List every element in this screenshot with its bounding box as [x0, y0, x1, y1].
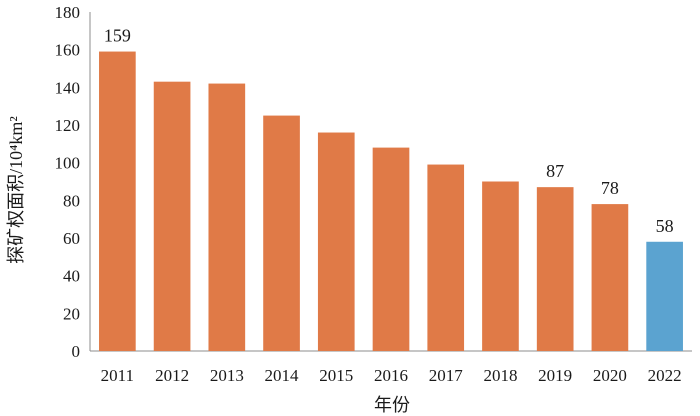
- x-tick-label: 2017: [429, 366, 464, 385]
- x-tick-label: 2016: [374, 366, 408, 385]
- y-tick-label: 60: [63, 229, 80, 248]
- data-label-2019: 87: [546, 161, 564, 181]
- bar-2012: [153, 81, 191, 351]
- bar-2020: [591, 204, 629, 351]
- x-tick-label: 2012: [155, 366, 189, 385]
- data-labels: 159 87 78 58: [104, 26, 674, 236]
- data-label-2022: 58: [656, 216, 674, 236]
- bar-2015: [317, 132, 355, 351]
- y-tick-label: 20: [63, 304, 80, 323]
- x-tick-label: 2015: [319, 366, 353, 385]
- y-tick-labels: 0 20 40 60 80 100 120 140 160 180: [55, 3, 81, 361]
- y-tick-label: 100: [55, 154, 81, 173]
- bar-2016: [372, 147, 410, 351]
- y-axis-title: 探矿权面积/10⁴km²: [6, 116, 26, 264]
- y-tick-label: 80: [63, 191, 80, 210]
- x-tick-label: 2013: [210, 366, 244, 385]
- y-tick-label: 180: [55, 3, 81, 22]
- x-tick-label: 2018: [483, 366, 517, 385]
- bar-2017: [427, 164, 465, 351]
- x-tick-label: 2020: [593, 366, 627, 385]
- bar-2014: [263, 115, 300, 351]
- y-tick-label: 0: [72, 342, 81, 361]
- y-tick-label: 40: [63, 267, 80, 286]
- bar-2013: [208, 83, 246, 352]
- x-axis-title: 年份: [374, 395, 410, 415]
- bar-2011: [99, 51, 136, 352]
- x-tick-labels: 2011 2012 2013 2014 2015 2016 2017 2018 2019 2020…: [101, 366, 682, 385]
- x-tick-label: 2019: [538, 366, 572, 385]
- data-label-2020: 78: [601, 178, 619, 198]
- y-tick-label: 160: [55, 41, 81, 60]
- y-tick-label: 140: [55, 78, 81, 97]
- bar-2019: [536, 187, 574, 351]
- x-tick-label: 2022: [648, 366, 682, 385]
- x-tick-label: 2011: [101, 366, 134, 385]
- data-label-2011: 159: [104, 26, 131, 46]
- bar-2018: [482, 181, 519, 351]
- bars-group: [99, 51, 683, 352]
- y-tick-label: 120: [55, 116, 81, 135]
- x-tick-label: 2014: [265, 366, 300, 385]
- bar-2022: [646, 241, 683, 351]
